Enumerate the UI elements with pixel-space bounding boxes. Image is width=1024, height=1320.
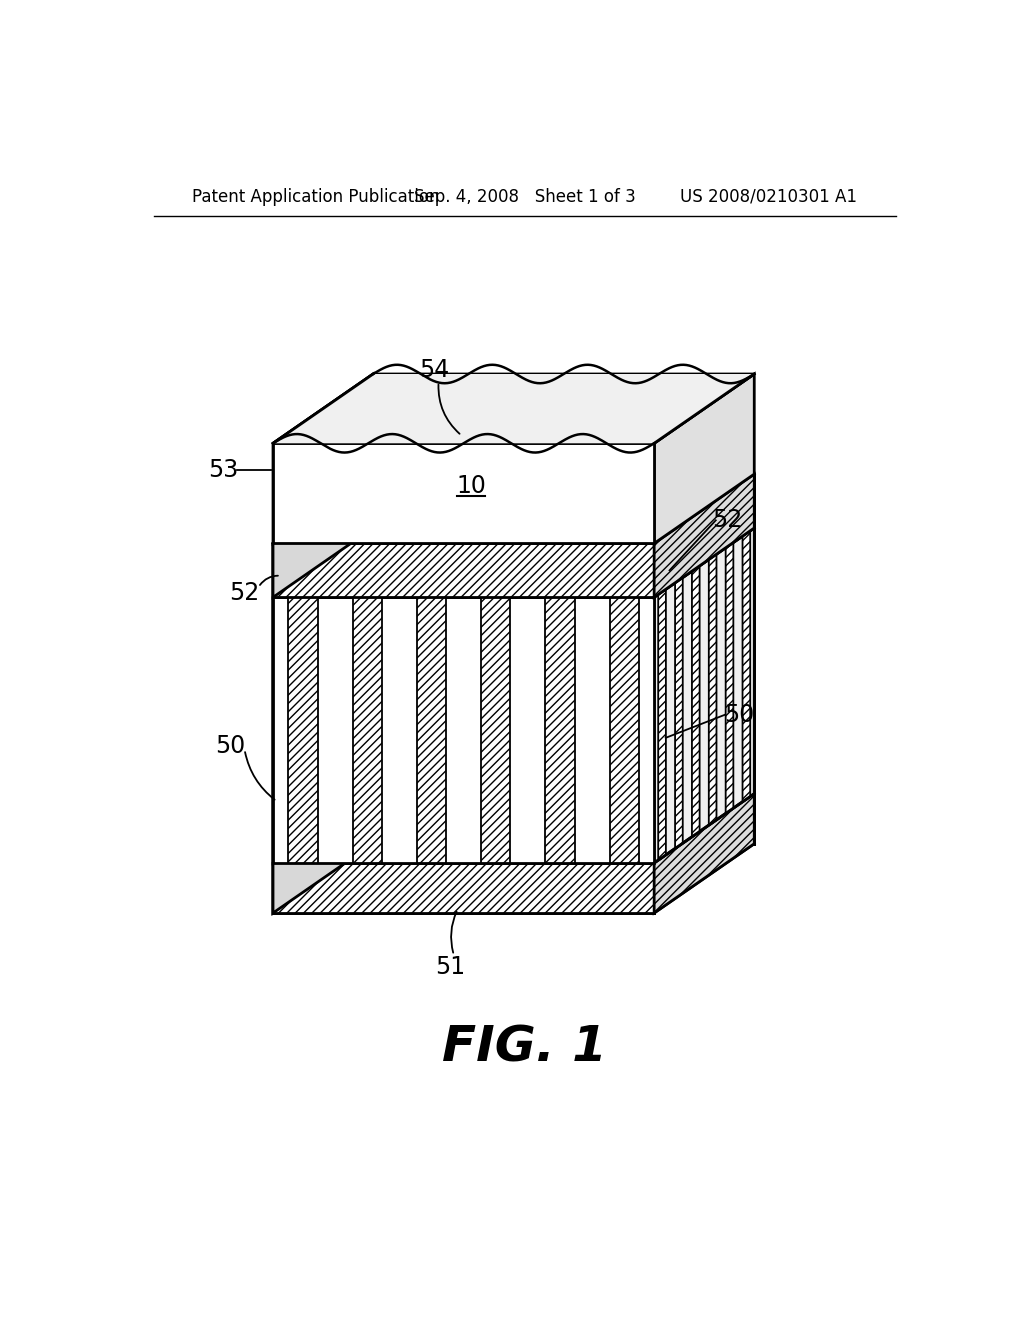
Text: 53: 53 [208,458,239,482]
Polygon shape [273,474,373,598]
Text: 54: 54 [420,358,450,383]
Polygon shape [273,474,373,913]
Polygon shape [654,474,755,598]
Polygon shape [289,528,418,598]
Polygon shape [609,528,739,598]
Polygon shape [273,474,373,913]
Polygon shape [546,528,675,598]
Polygon shape [692,566,699,837]
Polygon shape [654,374,755,544]
Text: 50: 50 [215,734,246,758]
Polygon shape [273,793,373,913]
Polygon shape [273,863,654,913]
Text: US 2008/0210301 A1: US 2008/0210301 A1 [680,187,857,206]
Polygon shape [273,793,755,863]
Text: Patent Application Publication: Patent Application Publication [193,187,439,206]
Text: 52: 52 [712,508,742,532]
Polygon shape [481,528,610,598]
Polygon shape [273,444,654,544]
Text: 10: 10 [457,474,486,498]
Text: 50: 50 [724,702,754,727]
Polygon shape [273,528,373,863]
Text: 51: 51 [435,954,465,979]
Polygon shape [726,543,733,813]
Polygon shape [273,474,755,544]
Polygon shape [709,554,717,825]
Polygon shape [417,598,446,863]
Polygon shape [352,598,382,863]
Polygon shape [352,528,482,598]
Text: FIG. 1: FIG. 1 [442,1024,607,1072]
Polygon shape [273,374,755,444]
Polygon shape [273,374,373,544]
Text: Sep. 4, 2008   Sheet 1 of 3: Sep. 4, 2008 Sheet 1 of 3 [414,187,636,206]
Polygon shape [289,598,317,863]
Polygon shape [675,578,683,849]
Polygon shape [654,793,755,913]
Polygon shape [609,598,639,863]
Polygon shape [273,374,755,444]
Polygon shape [273,598,654,863]
Polygon shape [273,544,654,598]
Polygon shape [658,589,666,861]
Polygon shape [654,528,755,863]
Polygon shape [481,598,510,863]
Polygon shape [546,598,574,863]
Text: 52: 52 [229,581,260,606]
Polygon shape [742,531,751,801]
Polygon shape [417,528,546,598]
